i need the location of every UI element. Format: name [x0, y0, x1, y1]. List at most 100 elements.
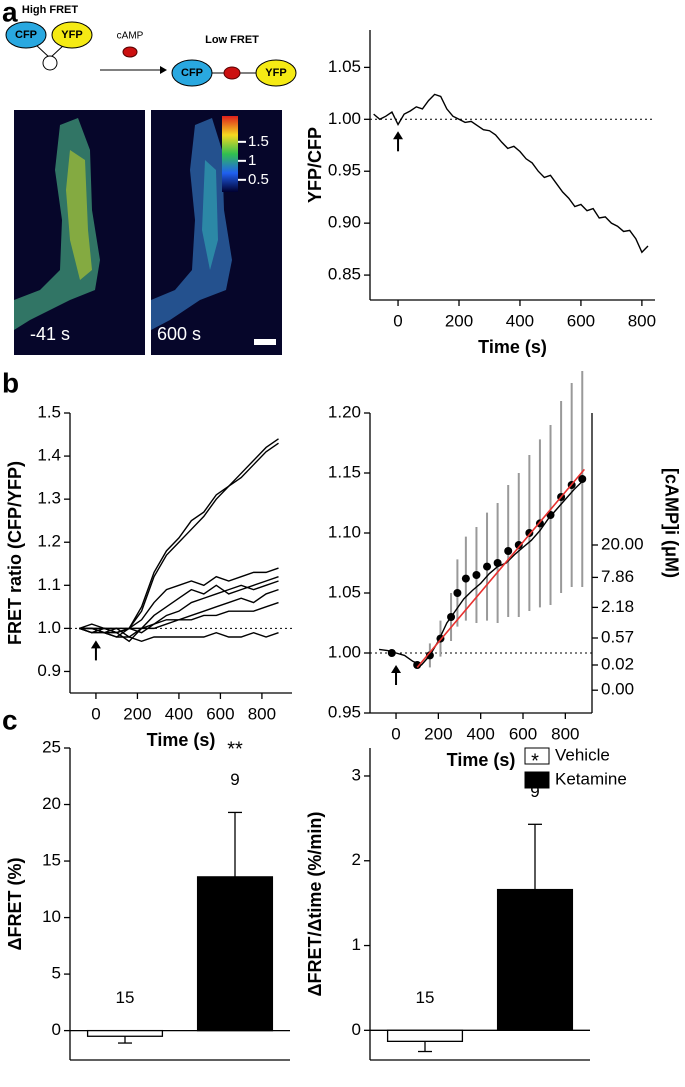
y-axis-label: FRET ratio (CFP/YFP)	[5, 461, 25, 645]
y-tick-label: 1.05	[328, 582, 361, 601]
scale-bar	[254, 339, 276, 345]
n-label: 15	[116, 988, 135, 1007]
linker-domain	[42, 55, 58, 71]
data-point	[387, 649, 396, 657]
data-point	[472, 571, 481, 579]
yfp-node	[255, 59, 297, 87]
node-label: YFP	[61, 29, 82, 41]
x-axis-label: Time (s)	[147, 730, 216, 750]
fit-line	[416, 468, 585, 668]
y-tick-label: 20	[42, 794, 61, 813]
x-axis-label: Time (s)	[447, 750, 516, 770]
arrow-head	[393, 131, 404, 140]
x-tick-label: 400	[506, 311, 534, 330]
legend-label: Vehicle	[555, 745, 610, 764]
y2-tick-label: 0.02	[601, 654, 634, 673]
y-axis-label: YFP/CFP	[305, 127, 325, 203]
camp-molecule	[122, 46, 138, 58]
y-tick-label: 1.5	[37, 402, 61, 421]
n-label: 15	[416, 988, 435, 1007]
y2-tick-label: 0.00	[601, 680, 634, 699]
significance: **	[227, 739, 243, 761]
fret-diagram: High FRET CFP YFP cAMP Low FRET CFP YFP	[5, 4, 297, 87]
data-point	[578, 475, 587, 483]
diagram-title: High FRET	[22, 4, 78, 16]
y2-tick-label: 2.18	[601, 597, 634, 616]
y-tick-label: 1.4	[37, 446, 61, 465]
bar	[86, 1029, 164, 1037]
x-tick-label: 600	[206, 704, 234, 723]
x-tick-label: 0	[91, 704, 100, 723]
y-tick-label: 1.3	[37, 489, 61, 508]
y-axis-label: ΔFRET (%)	[5, 858, 25, 951]
x-tick-label: 400	[165, 704, 193, 723]
cell-core	[66, 150, 92, 280]
y-tick-label: 1.00	[328, 109, 361, 128]
data-point	[453, 589, 462, 597]
data-point	[483, 562, 492, 571]
panel-label: a	[2, 0, 18, 27]
x-tick-label: 0	[393, 311, 402, 330]
x-tick-label: 800	[551, 724, 579, 743]
data-line	[79, 627, 279, 643]
x-tick-label: 800	[628, 311, 656, 330]
diagram-title: Low FRET	[205, 34, 259, 46]
y-tick-label: 3	[352, 765, 361, 784]
y-tick-label: 0.90	[328, 213, 361, 232]
colorbar-label: 0.5	[248, 171, 269, 188]
y-tick-label: 0.85	[328, 265, 361, 284]
significance: *	[531, 751, 539, 773]
y-tick-label: 0.95	[328, 161, 361, 180]
data-point	[514, 541, 523, 549]
n-label: 9	[230, 770, 239, 789]
arrow-head	[90, 640, 101, 649]
y-tick-label: 25	[42, 737, 61, 756]
colorbar	[222, 116, 238, 192]
x-tick-label: 400	[466, 724, 494, 743]
data-point	[504, 547, 513, 555]
y-tick-label: 1.2	[37, 532, 61, 551]
y-tick-label: 1.0	[37, 618, 61, 637]
y-tick-label: 1.20	[328, 402, 361, 421]
node-label: CFP	[181, 67, 203, 79]
y-tick-label: 0	[52, 1020, 61, 1039]
node-label: CFP	[15, 29, 37, 41]
y-tick-label: 10	[42, 907, 61, 926]
x-tick-label: 0	[391, 724, 400, 743]
node-label: YFP	[265, 67, 286, 79]
data-line	[79, 601, 279, 643]
data-point	[461, 574, 470, 583]
bar	[196, 876, 274, 1032]
y-tick-label: 5	[52, 964, 61, 983]
x-tick-label: 600	[509, 724, 537, 743]
legend-label: Ketamine	[555, 769, 627, 788]
y-tick-label: 2	[352, 850, 361, 869]
yfp-node	[51, 21, 93, 49]
y-tick-label: 15	[42, 851, 61, 870]
legend-swatch	[524, 747, 550, 765]
y2-tick-label: 7.86	[601, 567, 634, 586]
camp-molecule	[223, 66, 241, 80]
linker	[34, 43, 51, 59]
bar	[496, 888, 574, 1031]
microscopy-images: -41 s 600 s	[14, 110, 282, 355]
colorbar-label: 1	[248, 152, 256, 169]
x-axis-label: Time (s)	[478, 337, 547, 357]
data-line	[373, 93, 649, 254]
x-tick-label: 800	[248, 704, 276, 723]
x-tick-label: 200	[445, 311, 473, 330]
legend-swatch	[524, 771, 550, 789]
y-tick-label: 1	[352, 935, 361, 954]
y-tick-label: 1.10	[328, 522, 361, 541]
time-label: -41 s	[30, 324, 70, 344]
data-line	[79, 580, 279, 638]
x-tick-label: 200	[424, 724, 452, 743]
y-tick-label: 1.1	[37, 575, 61, 594]
arrow-head	[160, 66, 167, 74]
y-tick-label: 0.9	[37, 661, 61, 680]
stimulus-label: cAMP	[117, 31, 144, 42]
x-tick-label: 600	[567, 311, 595, 330]
y2-axis-label: [cAMP]i (μM)	[661, 468, 681, 578]
n-label: 9	[530, 782, 539, 801]
